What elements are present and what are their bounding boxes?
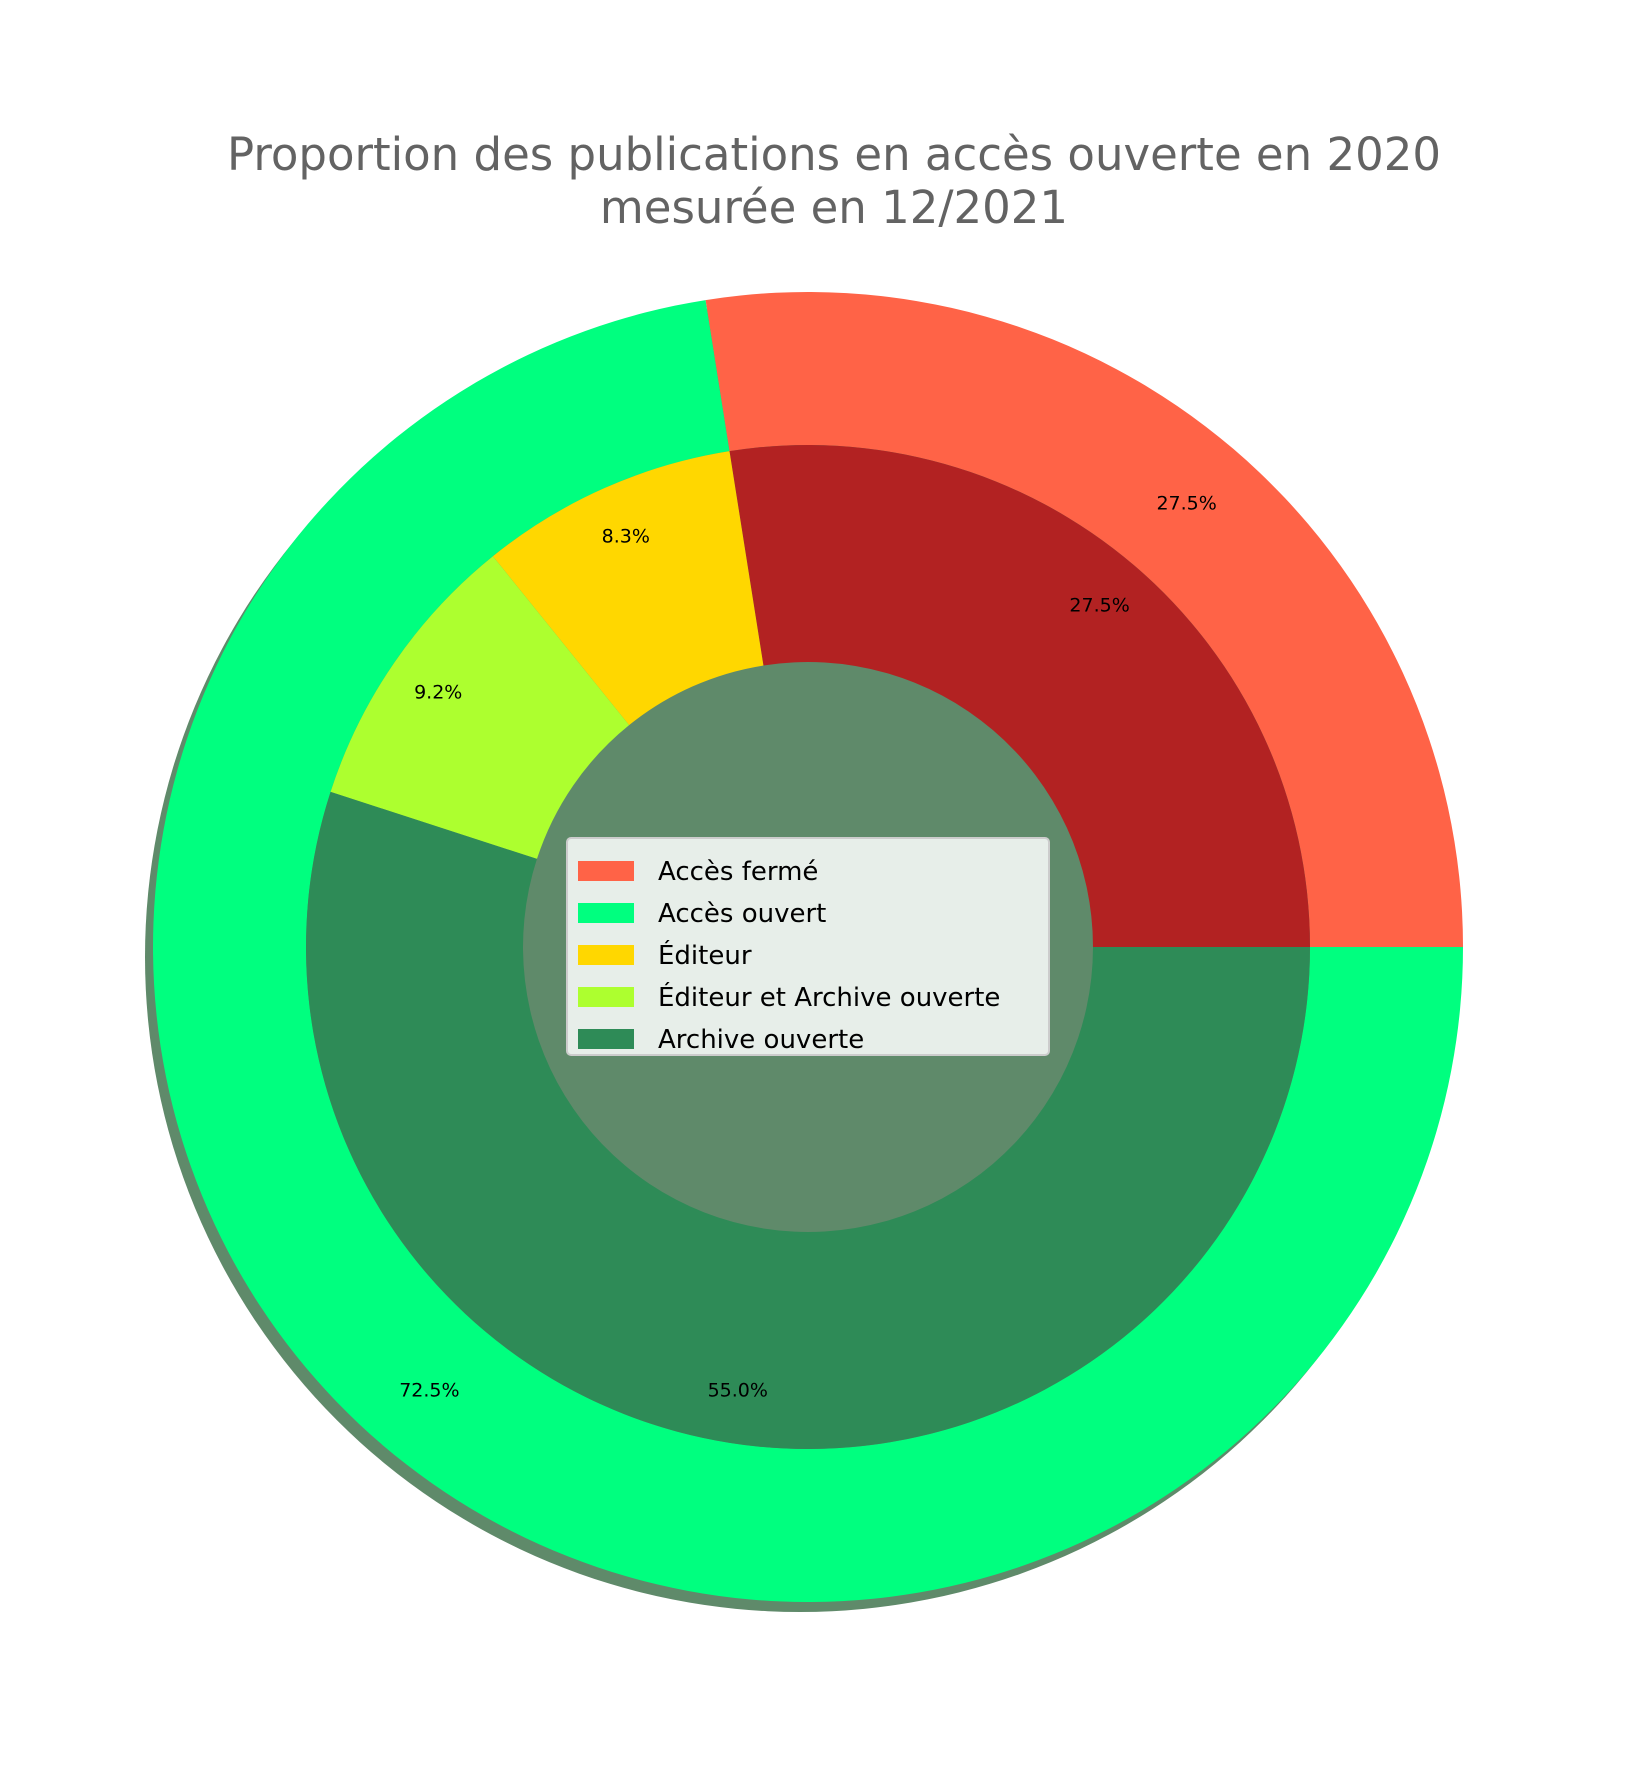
inner-slice-editeur — [492, 451, 764, 726]
legend-swatch-archive-ouverte — [578, 1029, 634, 1049]
legend-box — [566, 837, 1050, 1056]
inner-ring — [306, 445, 1311, 1449]
outer-slice-acces-ferme — [705, 291, 1463, 947]
outer-label-acces-ferme: 27.5% — [1156, 493, 1216, 515]
inner-label-editeur: 8.3% — [602, 526, 650, 548]
inner-slice-editeur-et-archive-ouverte — [330, 556, 630, 859]
legend-swatch-acces-ouvert — [578, 903, 634, 923]
legend-label-editeur: Éditeur — [658, 939, 752, 971]
inner-label-acces-ferme: 27.5% — [1069, 595, 1129, 617]
legend-label-acces-ouvert: Accès ouvert — [658, 899, 826, 929]
legend-swatch-editeur — [578, 945, 634, 965]
legend: Accès fermé Accès ouvert Éditeur Éditeur et… — [566, 837, 1050, 1056]
outer-ring — [152, 291, 1463, 1602]
legend-swatch-acces-ferme — [578, 861, 634, 881]
inner-slice-acces-ferme — [729, 445, 1310, 947]
chart-title-line2: mesurée en 12/2021 — [600, 181, 1068, 234]
chart-title-line1: Proportion des publications en accès ouv… — [227, 128, 1441, 181]
inner-label-archive-ouverte: 55.0% — [708, 1379, 768, 1401]
inner-slice-archive-ouverte — [306, 791, 1311, 1449]
legend-label-acces-ferme: Accès fermé — [658, 857, 818, 887]
slice-labels: 27.5% 72.5% 27.5% 8.3% 9.2% 55.0% — [399, 493, 1217, 1402]
legend-label-archive-ouverte: Archive ouverte — [658, 1025, 864, 1055]
outer-label-acces-ouvert: 72.5% — [399, 1379, 459, 1401]
inner-label-editeur-et-archive-ouverte: 9.2% — [414, 681, 462, 703]
legend-label-editeur-et-archive-ouverte: Éditeur et Archive ouverte — [658, 981, 1000, 1013]
legend-swatch-editeur-et-archive-ouverte — [578, 987, 634, 1007]
